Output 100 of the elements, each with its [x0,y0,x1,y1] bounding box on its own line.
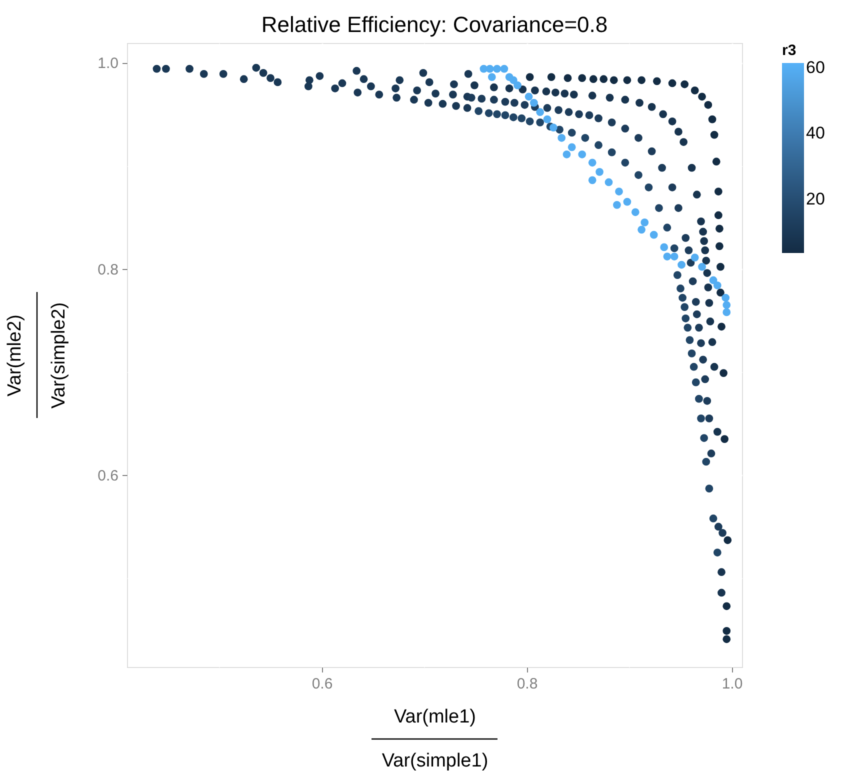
x-tick-label: 0.8 [516,676,538,692]
point [698,92,706,101]
point [634,171,642,179]
point [631,208,640,216]
point [501,98,510,106]
point [663,252,672,260]
y-tick-label: 1.0 [98,55,118,72]
point [608,118,616,126]
color-bar-label: 20 [806,189,825,208]
point [552,88,560,96]
point [638,76,646,84]
point [660,243,668,252]
point [542,88,550,96]
point [644,183,653,192]
point [699,356,707,364]
point [655,204,663,212]
point [678,294,686,302]
point [449,90,457,98]
point [518,114,526,122]
point [484,109,493,118]
point [606,94,614,102]
point [703,396,712,405]
point [690,86,699,94]
point [467,94,476,102]
point [688,277,697,286]
point [186,64,194,73]
point [520,100,529,109]
point [692,378,700,386]
y-tick-label: 0.6 [98,468,118,485]
point [722,308,731,316]
point [680,138,688,146]
point [695,394,703,403]
point [688,164,696,172]
point [722,602,731,610]
point [432,90,440,98]
point [526,117,534,126]
point [718,568,726,576]
point [674,204,682,212]
point [578,150,586,158]
point [486,64,494,73]
point [701,375,710,384]
point [707,450,716,458]
point [200,70,208,78]
point [463,104,472,112]
point [316,72,324,80]
point [419,68,428,77]
point [716,262,724,271]
point [706,318,714,326]
point [698,262,706,271]
point [692,190,701,199]
point [668,117,676,126]
point [554,106,562,114]
text: Var(mle1) Var(simple1) [382,706,488,772]
point [536,118,544,126]
point [549,124,558,132]
point [659,110,668,118]
point [615,188,623,196]
point [594,114,602,122]
point [425,78,434,86]
point [704,100,712,109]
point [718,322,726,331]
point [705,414,714,422]
point [703,269,712,277]
point [613,201,621,209]
point [240,75,248,84]
point [306,76,314,84]
point [634,134,642,142]
point [524,92,533,101]
point [543,115,552,124]
point [600,75,608,84]
point [652,77,661,86]
point [714,188,722,196]
point [493,64,501,73]
point [690,254,699,262]
point [702,256,710,265]
point [352,66,361,75]
point [686,258,695,267]
point [413,86,422,94]
point [670,252,678,260]
point [699,228,707,236]
point [266,74,274,82]
point [702,458,710,466]
point [713,281,722,290]
point [716,288,724,297]
point [162,64,170,73]
point [621,124,630,133]
point [396,76,404,84]
point [668,79,676,88]
point [259,68,268,77]
point [367,82,375,90]
point [710,362,718,371]
point [682,234,690,242]
point [648,147,656,156]
point [621,158,630,167]
point [692,298,700,306]
point [505,84,514,92]
point [682,314,690,322]
point [610,76,618,84]
point [219,70,228,78]
point [585,111,594,120]
